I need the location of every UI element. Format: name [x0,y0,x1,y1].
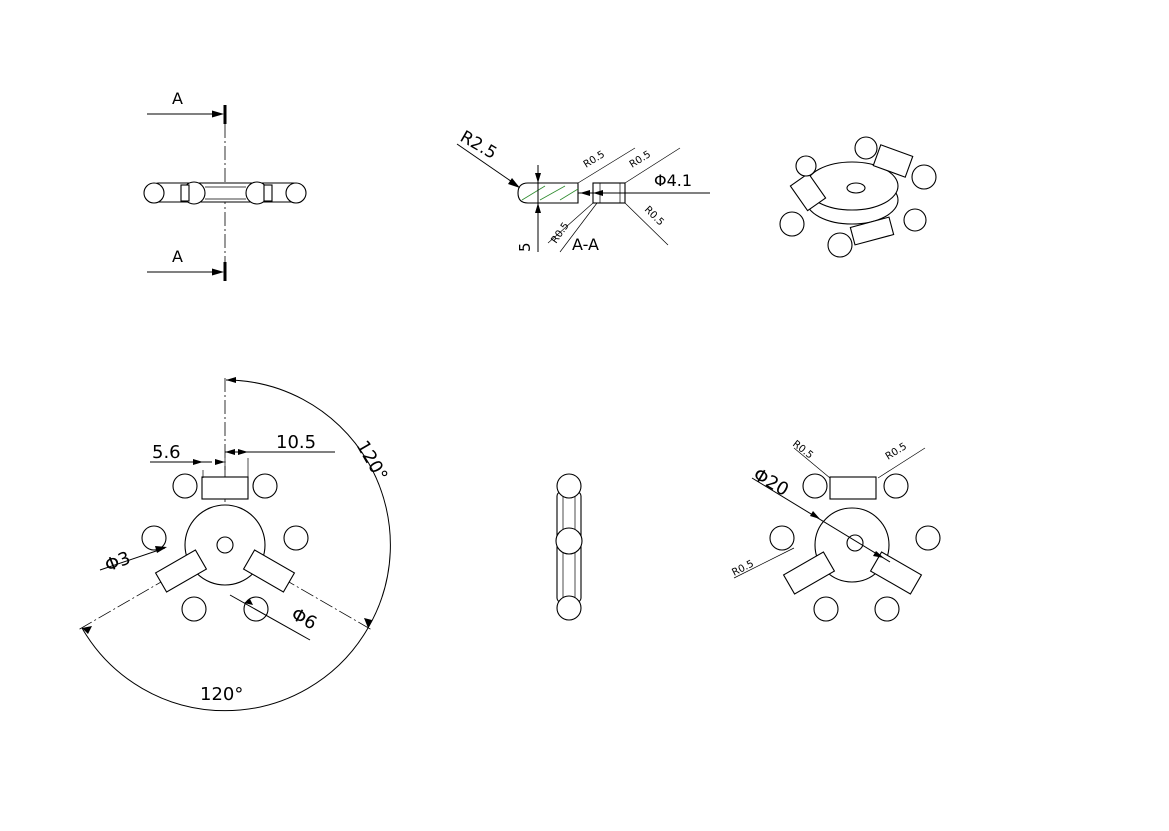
section-label-bottom: A [172,247,183,266]
dim-phi3: Φ3 [102,548,134,577]
collar [180,184,190,202]
arm-right [869,551,923,595]
dim-r05-d: R0.5 [642,204,666,228]
dim-five: 5 [516,242,534,252]
center-hole [216,536,234,554]
dim-r05-f: R0.5 [884,441,909,462]
angle-arc-bottom [81,627,369,712]
dim-phi20: Φ20 [750,464,793,501]
ball [827,232,853,258]
ball [903,208,927,232]
top-view: A A [143,89,307,281]
arm-top [201,476,249,500]
arm-right [242,549,296,593]
iso-hole [846,182,866,194]
section-label-top: A [172,89,183,108]
section-arrow-top [212,110,224,118]
ball [854,136,878,160]
section-title: A-A [572,235,599,254]
angle-arc-right [225,379,391,629]
dim-105: 10.5 [276,432,316,453]
section-view: R2.5 5 R0.5 R0.5 R0.5 R0.5 Φ4.1 A-A [457,127,710,254]
ball [283,525,309,551]
iso-arm [789,172,827,212]
right-front-view: Φ20 R0.5 R0.5 R0.5 [730,439,941,622]
ball [285,182,307,204]
ball [141,525,167,551]
ball [556,595,582,621]
iso-arm [849,216,895,246]
ball [883,473,909,499]
center-hole [846,534,864,552]
dim-r05-c: R0.5 [549,221,571,246]
ball [795,155,817,177]
ball [556,473,582,499]
ball [243,596,269,622]
arm-left [154,549,208,593]
ball [181,596,207,622]
side-view [555,473,583,621]
ball [555,527,583,555]
collar [263,184,273,202]
ball [769,525,795,551]
dim-phi41: Φ4.1 [654,171,692,190]
dim-angle-bottom: 120° [200,684,243,705]
ball [143,182,165,204]
dim-56: 5.6 [152,442,181,463]
ball [874,596,900,622]
ball [172,473,198,499]
arm-left [782,551,836,595]
front-view: 120° 120° 5.6 10.5 Φ3 Φ6 [77,377,392,712]
ball [911,164,937,190]
dim-r05-e: R0.5 [790,439,815,462]
ball [779,211,805,237]
ball [802,473,828,499]
ball [252,473,278,499]
section-profile-left [517,182,579,204]
section-arrow-bottom [212,268,224,276]
iso-arm [872,144,914,178]
isometric-view [779,136,937,258]
arm-top [829,476,877,500]
dim-angle-right: 120° [352,437,392,485]
ball [813,596,839,622]
ball [915,525,941,551]
dim-r05-g: R0.5 [730,558,755,578]
